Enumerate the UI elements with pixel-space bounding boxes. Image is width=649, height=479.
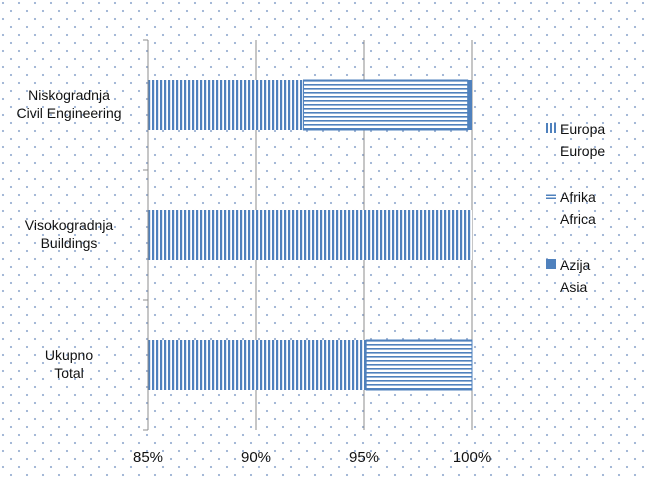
legend-label-line: Azija: [560, 257, 591, 273]
category-label-2: Ukupno Total: [0, 346, 138, 382]
legend-swatch-asia: [546, 259, 556, 269]
legend-label-line: Africa: [560, 211, 596, 227]
category-label-0: Niskogradnja Civil Engineering: [0, 86, 138, 122]
x-tick-label-0: 85%: [132, 449, 164, 466]
category-label-1: Visokogradnja Buildings: [0, 216, 138, 252]
bar-asia-0: [467, 80, 472, 130]
legend-label-asia: Azija Asia: [560, 254, 590, 298]
legend-label-africa: Afrika Africa: [560, 186, 596, 230]
category-label-line: Niskogradnja: [28, 87, 110, 103]
legend-label-europe: Europa Europe: [560, 118, 605, 162]
bar-europe-0: [148, 80, 304, 130]
category-label-line: Visokogradnja: [24, 217, 114, 233]
x-tick-label-2: 95%: [348, 449, 380, 466]
x-tick-label-1: 90%: [240, 449, 272, 466]
bar-africa-0: [303, 79, 469, 131]
bar-europe-2: [148, 340, 367, 390]
legend-label-line: Afrika: [560, 189, 596, 205]
category-label-line: Ukupno: [44, 347, 94, 363]
category-label-line: Buildings: [40, 235, 98, 251]
x-tick-label-3: 100%: [452, 449, 492, 466]
legend-swatch-europe: [546, 123, 556, 133]
category-label-line: Civil Engineering: [16, 105, 122, 121]
legend-label-line: Europe: [560, 143, 606, 159]
legend-label-line: Asia: [560, 279, 588, 295]
bar-europe-1: [148, 210, 472, 260]
category-label-line: Total: [54, 365, 84, 381]
legend-swatch-africa: [546, 193, 556, 199]
legend-label-line: Europa: [560, 121, 606, 137]
bar-africa-2: [365, 339, 473, 391]
